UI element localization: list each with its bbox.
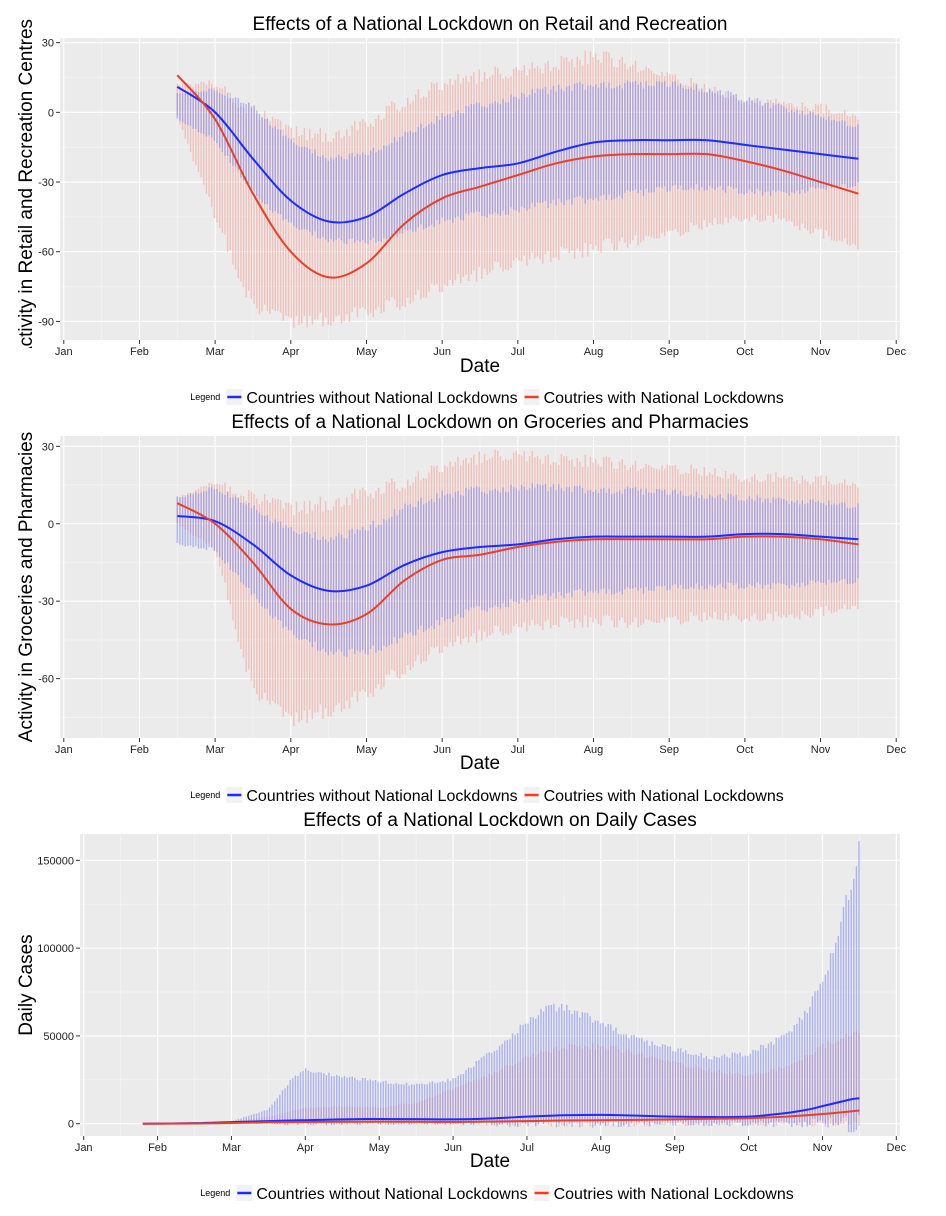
- legend-label: Coutries with National Lockdowns: [544, 788, 784, 805]
- x-tick-label: Dec: [886, 346, 906, 358]
- ribbon-group: [142, 841, 860, 1133]
- x-tick-label: Jul: [511, 744, 525, 756]
- x-tick-label: Aug: [584, 744, 604, 756]
- y-tick-label: -30: [38, 596, 54, 608]
- y-tick-label: 100000: [37, 943, 74, 955]
- x-tick-label: Jan: [75, 1142, 93, 1154]
- legend-title: Legend: [190, 392, 220, 402]
- y-tick-label: -90: [38, 316, 54, 328]
- series-line-without-lockdown: [176, 85, 859, 224]
- x-tick-label: Oct: [736, 346, 753, 358]
- y-tick-label: 30: [42, 441, 54, 453]
- y-tick-label: 0: [68, 1119, 74, 1131]
- ribbon-without-lockdown: [144, 841, 860, 1133]
- x-tick-label: Apr: [282, 346, 299, 358]
- series-line-with-lockdown: [176, 74, 859, 279]
- x-tick-label: Jan: [55, 346, 73, 358]
- y-tick-label: 0: [48, 107, 54, 119]
- series-line-with-lockdown: [176, 502, 859, 626]
- ribbon-without-lockdown: [176, 80, 859, 245]
- y-tick-label: 150000: [37, 855, 74, 867]
- x-tick-label: Apr: [282, 744, 299, 756]
- x-tick-label: Dec: [887, 1142, 907, 1154]
- chart-title: Effects of a National Lockdown on Retail…: [253, 14, 728, 35]
- x-tick-label: Jul: [511, 346, 525, 358]
- x-tick-label: Mar: [222, 1142, 241, 1154]
- x-tick-label: Oct: [740, 1142, 757, 1154]
- y-tick-label: 0: [48, 519, 54, 531]
- legend-label: Countries without National Lockdowns: [246, 390, 517, 407]
- x-axis-label: Date: [470, 1151, 510, 1172]
- y-axis-label: Activity in Retail and Recreation Centre…: [16, 19, 37, 359]
- chart-panel-2: Jan Feb Mar Apr May Jun Jul Aug Sep Oct Nov Dec 30 0 -…: [16, 412, 906, 805]
- x-tick-label: Jul: [520, 1142, 534, 1154]
- chart-panel-3: Jan Feb Mar Apr May Jun Jul Aug Sep Oct Nov Dec 1500…: [16, 810, 907, 1203]
- series-line-without-lockdown: [177, 515, 859, 593]
- x-tick-label: May: [356, 744, 377, 756]
- legend-title: Legend: [200, 1188, 230, 1198]
- x-axis-label: Date: [460, 356, 500, 377]
- legend-title: Legend: [190, 790, 220, 800]
- x-tick-label: Mar: [206, 744, 225, 756]
- y-axis-label: Activity in Groceries and Pharmacies: [16, 432, 37, 742]
- legend: Legend Countries without National Lockdow…: [190, 787, 784, 805]
- y-axis-label: Daily Cases: [16, 934, 37, 1035]
- x-tick-label: Jan: [55, 744, 73, 756]
- x-tick-label: Jun: [433, 346, 451, 358]
- ribbon-group: [176, 449, 859, 727]
- legend-label: Coutries with National Lockdowns: [544, 390, 784, 407]
- x-tick-label: Feb: [130, 346, 149, 358]
- x-tick-label: Dec: [886, 744, 906, 756]
- chart-title: Effects of a National Lockdown on Grocer…: [231, 412, 748, 433]
- x-tick-label: Aug: [591, 1142, 611, 1154]
- series-line-without-lockdown: [142, 1097, 860, 1125]
- x-tick-label: Nov: [811, 346, 831, 358]
- x-tick-label: Nov: [813, 1142, 833, 1154]
- series-line-with-lockdown: [142, 1109, 860, 1125]
- x-tick-label: Jun: [444, 1142, 462, 1154]
- x-tick-label: Oct: [736, 744, 753, 756]
- x-tick-label: Sep: [659, 346, 679, 358]
- y-tick-label: 50000: [43, 1031, 74, 1043]
- x-tick-label: Nov: [811, 744, 831, 756]
- x-tick-label: Feb: [148, 1142, 167, 1154]
- y-tick-label: 30: [42, 38, 54, 50]
- x-tick-label: Sep: [659, 744, 679, 756]
- x-axis-label: Date: [460, 753, 500, 774]
- y-tick-label: -30: [38, 177, 54, 189]
- ribbon-group: [176, 50, 859, 328]
- x-tick-label: May: [356, 346, 377, 358]
- legend-label: Countries without National Lockdowns: [256, 1186, 527, 1203]
- legend: Legend Countries without National Lockdow…: [200, 1185, 794, 1203]
- chart-panel-1: Jan Feb Mar Apr May Jun Jul Aug Sep Oct Nov Dec 30 0 -…: [16, 14, 906, 407]
- legend: Legend Countries without National Lockdow…: [190, 389, 784, 407]
- legend-label: Countries without National Lockdowns: [246, 788, 517, 805]
- x-tick-label: May: [369, 1142, 390, 1154]
- x-tick-label: Jun: [433, 744, 451, 756]
- legend-label: Coutries with National Lockdowns: [554, 1186, 794, 1203]
- x-tick-label: Apr: [297, 1142, 314, 1154]
- chart-title: Effects of a National Lockdown on Daily …: [303, 810, 697, 831]
- y-tick-label: -60: [38, 247, 54, 259]
- y-tick-label: -60: [38, 674, 54, 686]
- x-tick-label: Mar: [206, 346, 225, 358]
- x-tick-label: Sep: [665, 1142, 685, 1154]
- x-tick-label: Aug: [584, 346, 604, 358]
- x-tick-label: Feb: [130, 744, 149, 756]
